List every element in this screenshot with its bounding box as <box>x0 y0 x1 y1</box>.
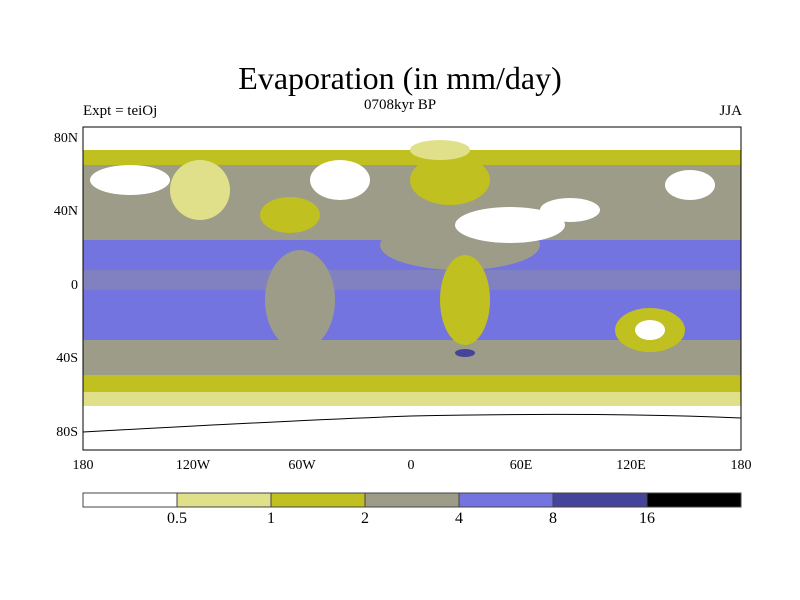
colorbar-box-4 <box>364 492 460 508</box>
season-label: JJA <box>719 103 742 119</box>
y-tick-label: 80N <box>53 131 78 146</box>
colorbar <box>82 492 742 508</box>
colorbar-label: 0.5 <box>167 510 187 527</box>
x-tick-label: 180 <box>72 458 94 473</box>
evaporation-field <box>82 127 742 450</box>
x-tick-label: 120W <box>175 458 211 473</box>
colorbar-box-6 <box>552 492 648 508</box>
colorbar-box-2 <box>176 492 272 508</box>
colorbar-label: 8 <box>549 510 557 527</box>
experiment-label: Expt = teiOj <box>83 103 158 119</box>
colorbar-label: 2 <box>361 510 369 527</box>
x-tick-label: 60W <box>288 458 316 473</box>
colorbar-label: 1 <box>267 510 275 527</box>
colorbar-box-7 <box>646 492 742 508</box>
colorbar-label: 16 <box>639 510 655 527</box>
colorbar-box-1 <box>82 492 178 508</box>
x-tick-label: 180 <box>730 458 752 473</box>
x-tick-label: 60E <box>509 458 533 473</box>
y-tick-label: 80S <box>56 425 78 440</box>
y-tick-label: 0 <box>71 278 78 293</box>
colorbar-box-3 <box>270 492 366 508</box>
x-tick-label: 120E <box>616 458 646 473</box>
colorbar-label: 4 <box>455 510 463 527</box>
y-tick-label: 40N <box>53 204 78 219</box>
map-frame <box>82 126 742 451</box>
plot-subtitle: 0708kyr BP <box>363 97 437 113</box>
y-tick-label: 40S <box>56 351 78 366</box>
colorbar-box-5 <box>458 492 554 508</box>
plot-title: Evaporation (in mm/day) <box>238 60 562 96</box>
x-tick-label: 0 <box>407 458 415 473</box>
